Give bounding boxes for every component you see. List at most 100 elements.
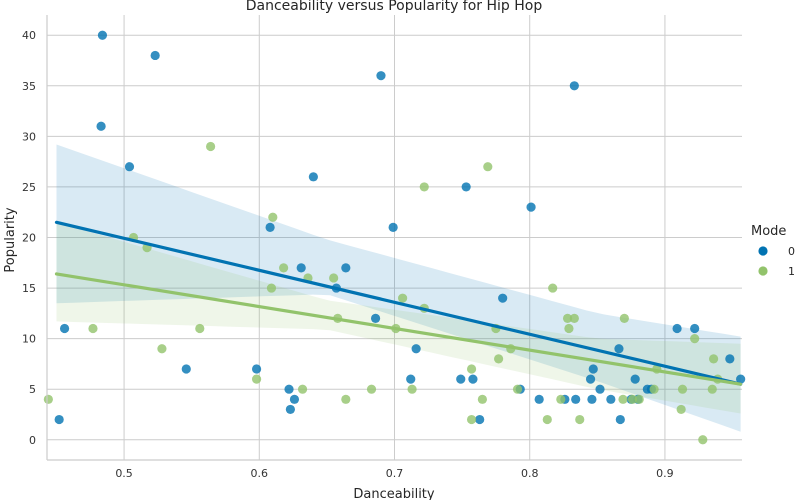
point-mode1-24	[477, 394, 487, 404]
point-mode0-34	[587, 394, 597, 404]
grid-lines	[47, 15, 742, 460]
legend-label-0: 0	[788, 245, 795, 258]
regression-lines	[54, 220, 743, 386]
point-mode0-33	[588, 364, 598, 374]
point-mode0-21	[456, 374, 466, 384]
point-mode0-22	[461, 182, 471, 192]
point-mode1-20	[419, 182, 429, 192]
point-mode1-7	[251, 374, 262, 384]
regression-line-1	[54, 272, 743, 386]
point-mode0-38	[615, 414, 625, 425]
point-mode1-5	[195, 323, 205, 334]
confidence-bands	[56, 144, 741, 432]
point-mode1-46	[698, 435, 708, 445]
y-tick-label-1: 5	[29, 383, 36, 396]
point-mode1-18	[398, 293, 408, 303]
point-mode1-8	[266, 283, 277, 293]
axes	[46, 15, 742, 461]
x-tick-label-2: 0.7	[386, 467, 404, 480]
legend-marker-1	[758, 266, 768, 276]
point-mode1-34	[564, 323, 574, 334]
point-mode0-36	[606, 394, 616, 404]
x-axis-title: Danceability	[353, 487, 435, 500]
point-mode0-19	[406, 374, 416, 384]
point-mode1-4	[157, 344, 167, 354]
point-mode1-44	[677, 384, 688, 394]
point-mode1-48	[709, 354, 719, 364]
point-mode0-20	[411, 344, 421, 354]
point-mode1-11	[297, 384, 308, 394]
legend-marker-0	[758, 246, 768, 256]
point-mode1-0	[43, 394, 53, 404]
point-mode0-1	[59, 323, 70, 334]
point-mode0-40	[630, 374, 640, 384]
point-mode1-16	[366, 384, 377, 394]
y-tick-label-6: 30	[22, 130, 36, 143]
point-mode0-16	[370, 313, 381, 324]
point-mode1-38	[619, 313, 629, 324]
point-mode0-25	[498, 293, 508, 303]
point-mode0-12	[296, 263, 306, 273]
point-mode1-36	[575, 414, 585, 425]
point-mode1-32	[556, 394, 566, 404]
point-mode1-39	[627, 394, 638, 404]
y-tick-label-8: 40	[22, 29, 36, 42]
point-mode1-37	[618, 394, 628, 404]
point-mode1-29	[512, 384, 523, 394]
y-axis-title: Popularity	[3, 207, 18, 272]
point-mode0-11	[289, 394, 300, 404]
point-mode0-37	[614, 344, 624, 354]
point-mode0-23	[468, 374, 478, 384]
point-mode1-47	[707, 384, 717, 394]
point-mode1-19	[407, 384, 417, 394]
point-mode1-10	[279, 263, 289, 273]
legend: Mode 0 1	[751, 224, 795, 278]
point-mode0-17	[376, 71, 386, 81]
point-mode1-33	[562, 313, 573, 324]
point-mode0-47	[736, 374, 746, 384]
point-mode1-27	[494, 354, 504, 364]
point-mode0-5	[150, 50, 160, 61]
point-mode0-7	[251, 364, 262, 374]
legend-label-1: 1	[788, 265, 795, 278]
point-mode0-45	[690, 323, 700, 334]
confidence-band-0	[56, 144, 741, 432]
point-mode1-41	[649, 384, 659, 394]
point-mode1-40	[634, 394, 644, 404]
point-mode0-15	[341, 263, 351, 273]
point-mode0-9	[284, 384, 294, 394]
x-tick-label-4: 0.9	[656, 467, 674, 480]
point-mode1-25	[483, 162, 493, 172]
point-mode0-6	[181, 364, 191, 374]
point-mode1-35	[569, 313, 579, 324]
point-mode0-32	[585, 374, 596, 384]
chart-title: Danceability versus Popularity for Hip H…	[246, 0, 543, 14]
x-tick-label-0: 0.5	[115, 467, 133, 480]
point-mode1-45	[690, 334, 700, 344]
point-mode1-31	[548, 283, 558, 293]
point-mode1-22	[466, 364, 477, 374]
point-mode1-9	[268, 212, 278, 222]
tick-labels: 0.5 0.6 0.7 0.8 0.9 0 5 10 15 20 25 30 35 40	[22, 29, 674, 480]
y-tick-label-4: 20	[22, 232, 36, 245]
point-mode0-35	[595, 384, 605, 394]
y-tick-label-5: 25	[22, 181, 36, 194]
point-mode1-13	[329, 273, 339, 283]
regression-line-0	[54, 220, 743, 386]
y-tick-label-0: 0	[29, 434, 36, 447]
legend-title: Mode	[751, 224, 786, 239]
point-mode1-43	[676, 404, 686, 415]
point-mode0-13	[308, 172, 318, 182]
point-mode0-31	[571, 394, 581, 404]
y-tick-label-7: 35	[22, 80, 36, 93]
x-tick-label-3: 0.8	[521, 467, 539, 480]
point-mode0-8	[265, 222, 275, 232]
x-tick-label-1: 0.6	[251, 467, 269, 480]
point-mode0-2	[97, 30, 108, 40]
point-mode1-23	[466, 414, 477, 425]
point-mode0-28	[534, 394, 544, 404]
y-tick-label-3: 15	[22, 282, 36, 295]
point-mode0-0	[54, 414, 64, 425]
point-mode0-27	[526, 202, 536, 212]
